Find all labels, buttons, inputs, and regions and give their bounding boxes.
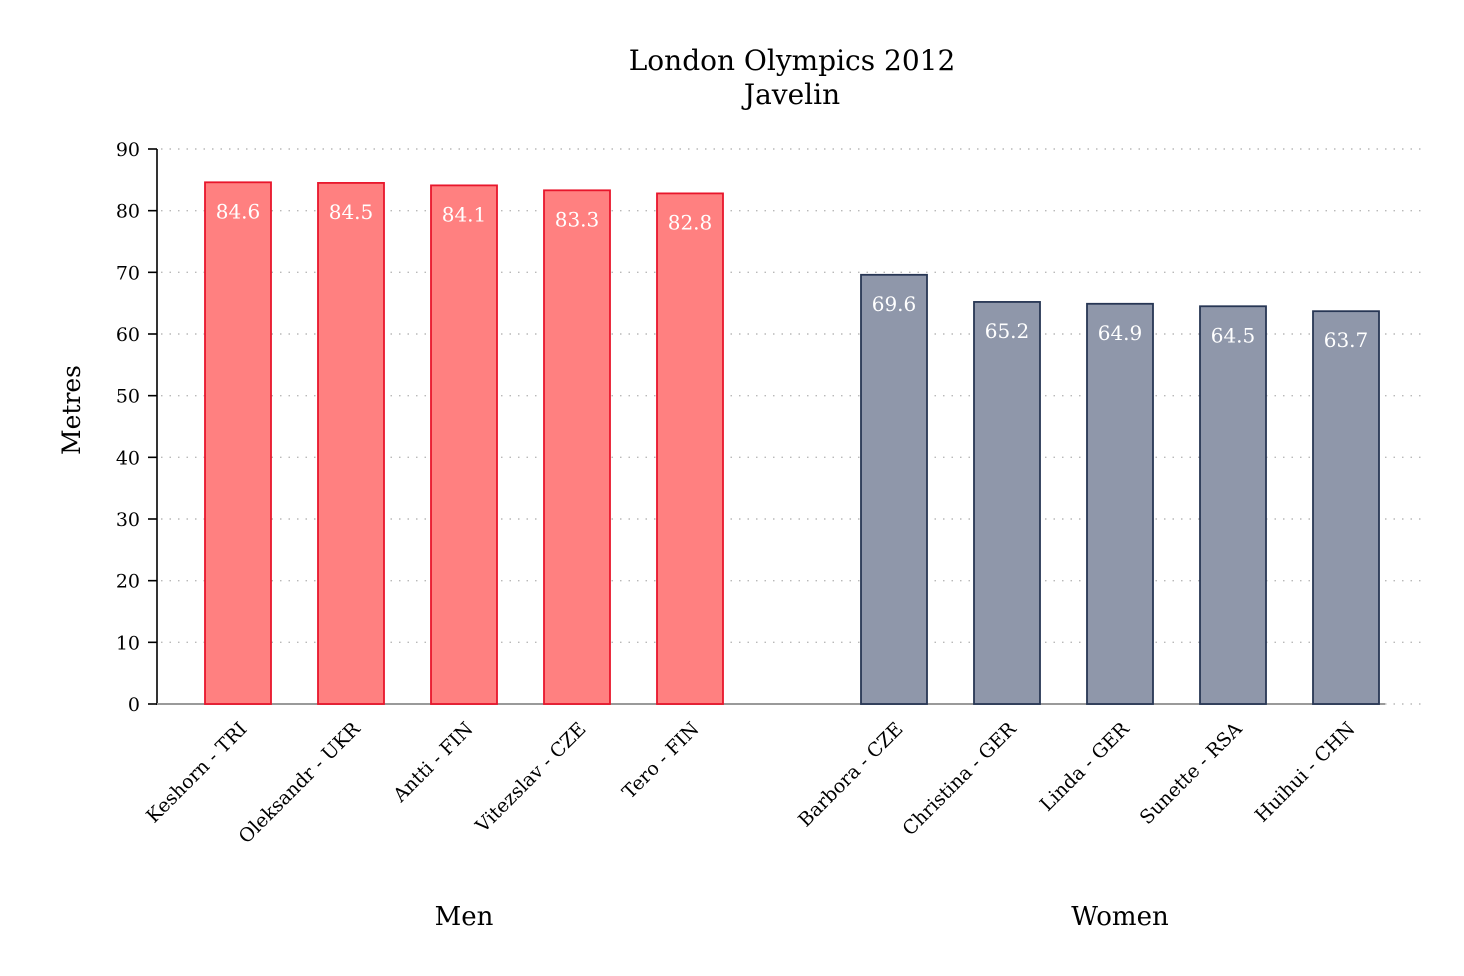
category-label: Vitezslav - CZE <box>471 718 591 838</box>
value-label: 82.8 <box>668 210 713 234</box>
bar-antti-fin <box>430 184 498 705</box>
group-label-men: Men <box>435 902 494 932</box>
bar-barbora-cze <box>860 273 928 705</box>
bars <box>204 181 1380 705</box>
value-label: 63.7 <box>1324 328 1369 352</box>
bar-oleksandr-ukr <box>317 182 385 705</box>
value-label: 84.5 <box>329 200 374 224</box>
category-label: Keshorn - TRI <box>142 718 251 827</box>
y-tick-label-30: 30 <box>116 509 140 531</box>
bar-tero-fin <box>656 192 724 705</box>
y-axis-label: Metres <box>57 365 86 455</box>
category-label: Barbora - CZE <box>794 718 907 831</box>
bar-christina-ger <box>973 301 1041 705</box>
value-label: 84.1 <box>442 202 487 226</box>
category-label: Oleksandr - UKR <box>234 717 365 848</box>
value-label: 84.6 <box>216 199 261 223</box>
y-tick-label-20: 20 <box>116 571 140 593</box>
category-label: Linda - GER <box>1036 717 1134 815</box>
y-tick-label-40: 40 <box>116 447 140 469</box>
bar-keshorn-tri <box>204 181 272 705</box>
bar-sunette-rsa <box>1199 305 1267 705</box>
chart-subtitle: Javelin <box>741 78 840 111</box>
value-label: 69.6 <box>872 292 917 316</box>
category-label: Sunette - RSA <box>1136 718 1247 829</box>
bar-huihui-chn <box>1312 310 1380 705</box>
category-label: Tero - FIN <box>618 718 703 803</box>
value-label: 65.2 <box>985 319 1030 343</box>
y-tick-label-50: 50 <box>116 386 140 408</box>
value-label: 64.5 <box>1211 323 1256 347</box>
chart-title: London Olympics 2012 <box>629 44 956 77</box>
y-tick-label-80: 80 <box>116 201 140 223</box>
bar-vitezslav-cze <box>543 189 611 705</box>
y-tick-label-10: 10 <box>116 632 140 654</box>
y-tick-label-60: 60 <box>116 324 140 346</box>
category-label: Antti - FIN <box>388 718 477 807</box>
y-tick-label-70: 70 <box>116 262 140 284</box>
y-tick-label-0: 0 <box>128 694 140 716</box>
category-label: Christina - GER <box>898 717 1021 840</box>
category-label: Huihui - CHN <box>1251 718 1360 827</box>
y-tick-label-90: 90 <box>116 139 140 161</box>
bar-linda-ger <box>1086 302 1154 705</box>
value-label: 83.3 <box>555 207 600 231</box>
group-label-women: Women <box>1071 902 1169 932</box>
value-label: 64.9 <box>1098 321 1143 345</box>
axes: 0 10 20 30 40 50 60 70 80 90 <box>116 139 1385 716</box>
